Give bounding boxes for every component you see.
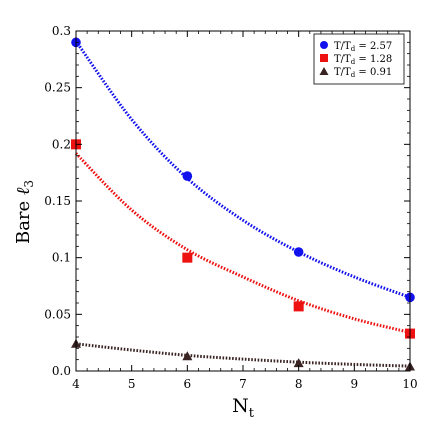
data-point-square — [293, 301, 304, 312]
legend-entry-2: T/Td = 1.28 — [320, 54, 392, 66]
legend-marker-circle — [320, 41, 328, 49]
x-tick-label: 10 — [402, 377, 417, 391]
y-tick-label: 0.3 — [52, 24, 71, 38]
x-axis-label-main: N — [232, 395, 249, 417]
y-tick-label: 0.1 — [52, 251, 71, 265]
x-tick-label: 4 — [72, 377, 80, 391]
y-tick-label: 0.0 — [52, 364, 71, 378]
x-tick-label: 5 — [128, 377, 136, 391]
y-axis-label-symbol: ℓ — [13, 187, 34, 195]
fit-curve-series-1 — [74, 40, 411, 299]
data-markers — [71, 37, 415, 371]
legend-box — [313, 33, 405, 85]
data-point-circle — [293, 247, 304, 257]
legend-label-3: T/Td = 0.91 — [334, 67, 392, 79]
x-tick-label: 7 — [239, 377, 247, 391]
legend-marker-triangle — [319, 67, 329, 75]
data-point-triangle — [182, 351, 193, 361]
legend-label-1: T/Td = 2.57 — [334, 41, 392, 53]
data-point-triangle — [293, 358, 304, 368]
fit-curve-series-2 — [74, 152, 411, 334]
y-tick-label: 0.2 — [52, 137, 71, 151]
data-point-square — [182, 252, 193, 263]
y-tick-label: 0.05 — [44, 307, 71, 321]
y-tick-label: 0.15 — [44, 194, 71, 208]
axis-ticks — [75, 30, 411, 372]
legend-marker-square — [320, 54, 328, 62]
data-point-circle — [182, 171, 193, 181]
y-axis-label-main: Bare — [13, 195, 34, 244]
legend-entry-1: T/Td = 2.57 — [320, 41, 392, 53]
legend-label-2: T/Td = 1.28 — [334, 54, 392, 66]
legend-entry-3: T/Td = 0.91 — [319, 67, 392, 79]
fit-curve-series-3 — [75, 342, 411, 368]
x-tick-label: 8 — [295, 377, 303, 391]
tick-labels: 4 5 6 7 8 9 10 0.0 0.05 0.1 0.15 0.2 0.25 0.3 — [44, 24, 417, 391]
x-tick-label: 6 — [184, 377, 192, 391]
x-tick-label: 9 — [351, 377, 359, 391]
fit-curves — [74, 40, 411, 368]
x-axis-label: Nt — [232, 395, 255, 421]
x-axis-label-sub: t — [249, 406, 255, 421]
y-axis-label: Bare ℓ3 — [13, 180, 36, 244]
y-tick-label: 0.25 — [44, 81, 71, 95]
y-axis-label-sub: 3 — [22, 180, 36, 188]
legend: T/Td = 2.57 T/Td = 1.28 T/Td = 0.91 — [313, 33, 405, 85]
